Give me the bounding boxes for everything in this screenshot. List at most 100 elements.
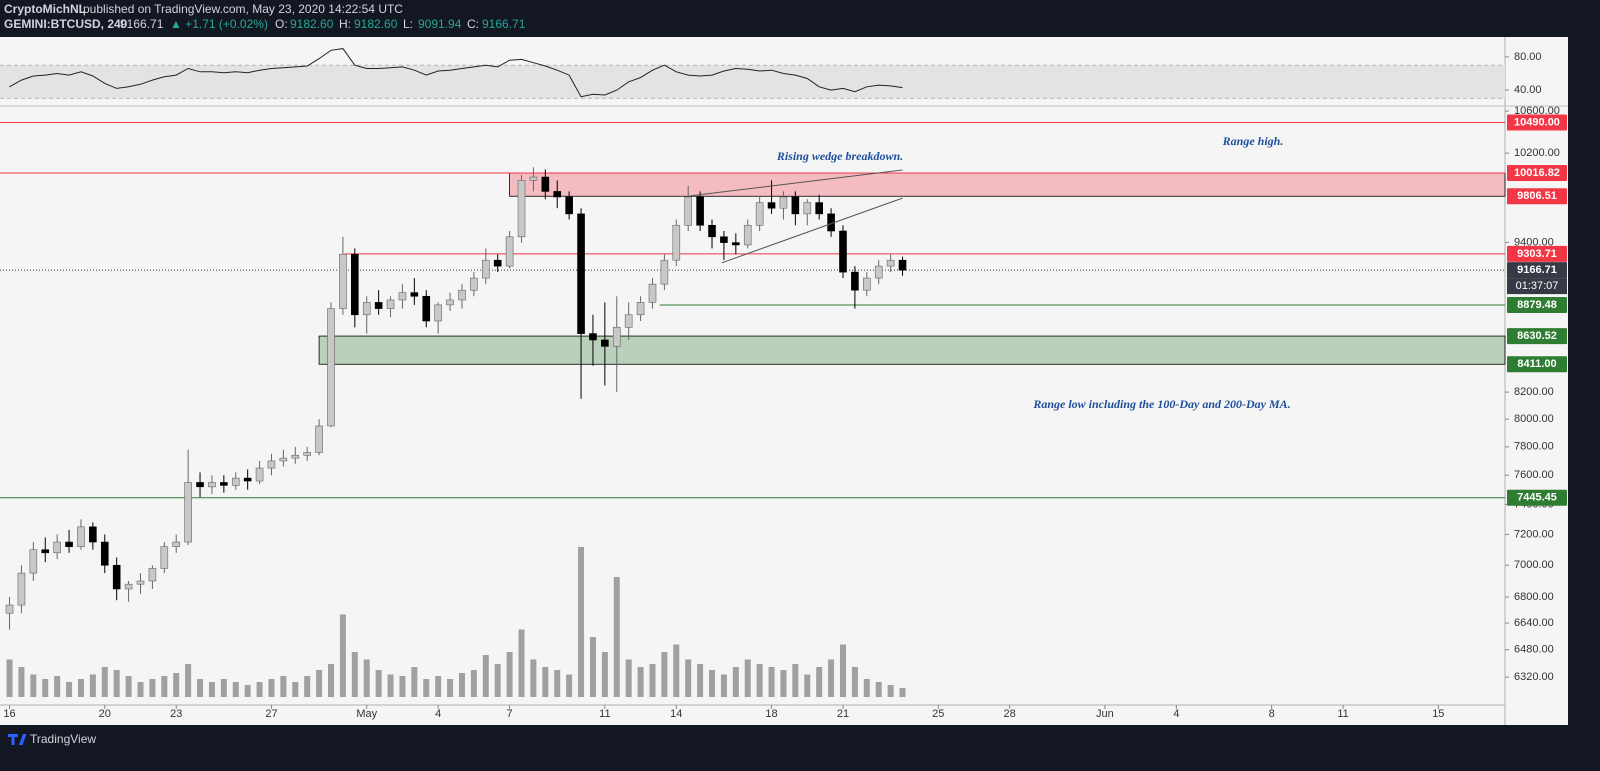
- candle-body: [886, 259, 895, 267]
- candle-body: [148, 568, 157, 582]
- candle-body: [315, 425, 323, 453]
- candle-body: [529, 176, 538, 181]
- y-tick-label: 6320.00: [1514, 671, 1554, 683]
- candle-body: [874, 265, 883, 279]
- price-tag: [1507, 188, 1567, 205]
- candle-body: [196, 482, 204, 488]
- volume-bar: [851, 667, 858, 697]
- candle-body: [458, 289, 466, 301]
- candle-body: [493, 259, 502, 267]
- volume-bar: [601, 652, 608, 697]
- volume-bar: [66, 682, 73, 697]
- x-tick-label: 21: [837, 708, 849, 720]
- candle-body: [208, 482, 216, 488]
- y-tick-label: 10600.00: [1514, 105, 1560, 117]
- price-tag: [1507, 356, 1567, 373]
- candle-body: [481, 259, 490, 279]
- price-tag: [1507, 165, 1567, 182]
- volume-bar: [316, 670, 323, 697]
- volume-bar: [589, 637, 596, 697]
- volume-bar: [185, 664, 192, 697]
- y-tick-label: 8200.00: [1514, 386, 1554, 398]
- volume-bar: [351, 652, 358, 697]
- price-tag-label: 8879.48: [1517, 299, 1557, 311]
- price-tag: [1507, 262, 1567, 279]
- volume-bar: [375, 670, 382, 697]
- candle-body: [184, 482, 192, 543]
- volume-bar: [518, 629, 525, 697]
- ohlc-key: L:: [403, 17, 413, 31]
- candle-body: [732, 242, 740, 246]
- logo-mark: [8, 734, 27, 745]
- volume-bar: [649, 664, 656, 697]
- volume-bar: [816, 667, 823, 697]
- volume-bar: [828, 659, 835, 697]
- change: ▲ +1.71 (+0.02%): [170, 17, 268, 31]
- volume-bar: [720, 674, 727, 697]
- candle-body: [53, 541, 61, 554]
- x-tick-label: 20: [99, 708, 111, 720]
- volume-bar: [566, 674, 573, 697]
- rsi-tick-label: 40.00: [1514, 84, 1542, 96]
- x-tick-label: 4: [435, 708, 441, 720]
- x-tick-label: May: [356, 708, 377, 720]
- volume-bar: [792, 664, 799, 697]
- volume-bar: [673, 644, 680, 697]
- volume-bar: [363, 659, 370, 697]
- volume-bar: [101, 667, 108, 697]
- candle-body: [339, 253, 347, 309]
- ohlc-key: O:: [275, 17, 288, 31]
- candle-body: [160, 546, 169, 569]
- candle-body: [624, 314, 633, 328]
- y-tick-label: 8000.00: [1514, 413, 1554, 425]
- candle-body: [172, 541, 181, 547]
- volume-bar: [30, 674, 37, 697]
- volume-bar: [613, 577, 620, 697]
- annotation: Rising wedge breakdown.: [776, 149, 903, 163]
- x-tick-label: 28: [1004, 708, 1016, 720]
- volume-bar: [780, 670, 787, 697]
- candle-body: [541, 176, 550, 192]
- volume-bar: [732, 667, 739, 697]
- price-tag-label: 10490.00: [1514, 116, 1560, 128]
- price-tag: [1507, 245, 1567, 262]
- volume-bar: [77, 679, 84, 697]
- volume-bar: [863, 679, 870, 697]
- ohlc-value: 9166.71: [482, 17, 526, 31]
- volume-bar: [137, 682, 144, 697]
- candle-body: [398, 292, 407, 301]
- volume-bar: [637, 667, 644, 697]
- candle-body: [17, 572, 26, 606]
- volume-bar: [768, 667, 775, 697]
- candle-body: [601, 339, 609, 347]
- countdown-tag: [1507, 278, 1567, 295]
- volume-bar: [482, 655, 489, 697]
- volume-bar: [661, 652, 668, 697]
- candle-body: [720, 236, 728, 243]
- candle-body: [351, 253, 359, 316]
- volume-bar: [530, 659, 537, 697]
- candle-body: [303, 452, 311, 456]
- volume-bar: [268, 679, 275, 697]
- candle-body: [362, 302, 371, 316]
- candle-body: [374, 302, 383, 309]
- candle-body: [89, 526, 97, 543]
- volume-bar: [435, 676, 442, 697]
- y-tick-label: 6480.00: [1514, 644, 1554, 656]
- y-tick-label: 7000.00: [1514, 559, 1554, 571]
- candle-body: [29, 549, 38, 574]
- x-tick-label: 18: [765, 708, 777, 720]
- candle-body: [410, 292, 419, 297]
- candle-body: [386, 299, 395, 309]
- volume-bar: [304, 676, 311, 697]
- candle-body: [791, 196, 800, 215]
- ohlc-value: 9091.94: [418, 17, 462, 31]
- volume-bar: [339, 614, 346, 697]
- volume-bar: [875, 682, 882, 697]
- volume-bar: [578, 547, 585, 697]
- price-tag-label: 9303.71: [1517, 248, 1557, 260]
- x-tick-label: 4: [1173, 708, 1179, 720]
- x-tick-label: 11: [599, 708, 610, 720]
- candle-body: [648, 283, 657, 303]
- price-tag-label: 10016.82: [1514, 167, 1560, 179]
